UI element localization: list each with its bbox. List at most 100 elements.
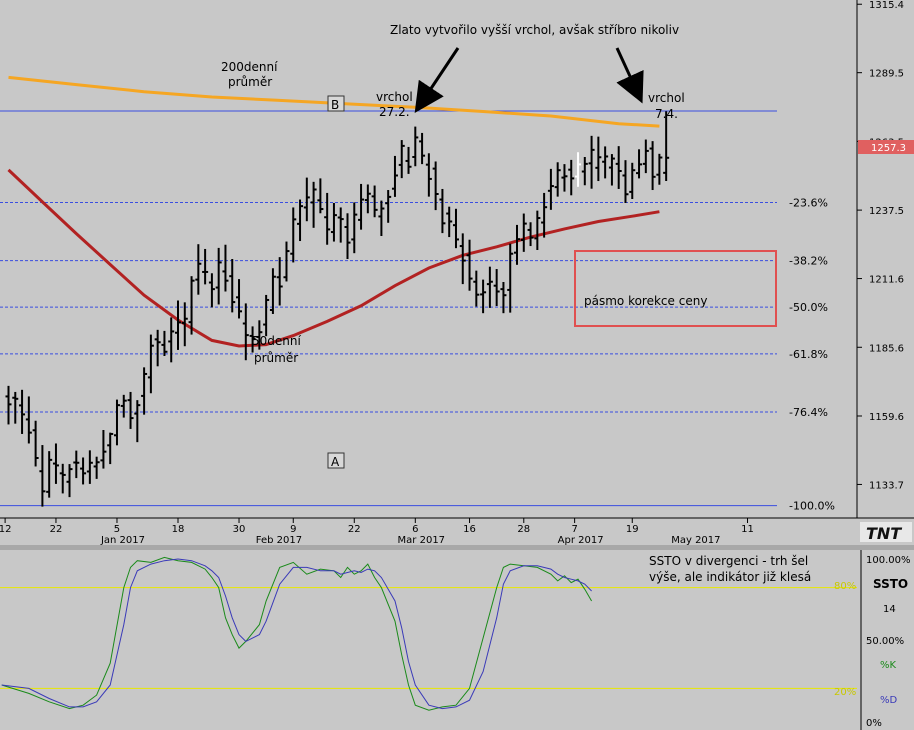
price-axis-label: 1211.6 — [869, 275, 904, 286]
price-axis-label: 1315.4 — [869, 0, 904, 11]
date-axis-month-label: Jan 2017 — [100, 535, 145, 546]
svg-text:TNT: TNT — [866, 524, 902, 543]
price-axis-label: 1185.6 — [869, 343, 904, 354]
ohlc-bar — [351, 202, 358, 254]
ohlc-bar — [120, 394, 127, 418]
ohlc-bar — [378, 200, 385, 237]
correction-zone-box — [574, 250, 777, 327]
ohlc-bar — [358, 183, 365, 230]
ohlc-bar — [236, 279, 243, 319]
ohlc-bar — [256, 320, 263, 350]
date-axis-month-label: Feb 2017 — [256, 535, 302, 546]
price-axis-label: 1289.5 — [869, 69, 904, 80]
ohlc-bar — [46, 451, 53, 498]
ohlc-bar — [452, 208, 459, 249]
ssto-band-lower-label: 20% — [834, 687, 856, 698]
ohlc-bar — [290, 207, 297, 263]
ohlc-bar — [656, 153, 663, 185]
ohlc-bar — [371, 185, 378, 218]
ohlc-bar — [622, 160, 629, 203]
ohlc-bar — [39, 445, 46, 507]
ohlc-bar — [500, 281, 507, 314]
date-axis-month-label: May 2017 — [671, 535, 720, 546]
price-axis-label: 1237.5 — [869, 206, 904, 217]
ohlc-bar — [466, 239, 473, 291]
last-price-label: 1257.3 — [871, 143, 906, 154]
fib-level-label: -76.4% — [789, 406, 828, 419]
peak-2-date: 7.4. — [655, 107, 678, 121]
ohlc-bar — [419, 132, 426, 165]
date-axis-label: 28 — [517, 524, 530, 535]
peak-1-label: vrchol — [376, 90, 413, 104]
ohlc-bar — [86, 450, 93, 484]
ssto-annotation-line1: SSTO v divergenci - trh šel — [649, 554, 808, 568]
ohlc-bar — [107, 432, 114, 465]
ohlc-bar — [202, 248, 209, 285]
ohlc-bar — [344, 213, 351, 259]
ohlc-bar — [608, 154, 615, 186]
ohlc-bar — [398, 140, 405, 179]
ohlc-bar — [642, 139, 649, 174]
ma200-line — [8, 75, 660, 128]
ohlc-bar — [439, 188, 446, 234]
fib-level-label: -23.6% — [789, 196, 828, 209]
ohlc-bar — [12, 391, 19, 424]
date-axis-label: 7 — [571, 524, 577, 535]
ma50-label-line1: 50denní — [252, 334, 301, 348]
fib-anchor-a-box — [327, 452, 345, 469]
fib-anchor-b-box — [327, 95, 345, 112]
ohlc-bar — [425, 153, 432, 197]
ohlc-bar — [154, 329, 161, 367]
ohlc-bar — [242, 303, 249, 361]
ohlc-bar — [113, 399, 120, 446]
ssto-name: SSTO — [873, 577, 908, 591]
date-axis-label: 11 — [741, 524, 754, 535]
ma200-label-line2: průměr — [228, 75, 272, 89]
ohlc-bar — [310, 181, 317, 228]
ohlc-bar — [486, 266, 493, 308]
ohlc-bar — [93, 456, 100, 479]
fib-level-label: -61.8% — [789, 348, 828, 361]
ohlc-bar — [147, 334, 154, 394]
date-axis-label: 18 — [172, 524, 185, 535]
ohlc-bar — [330, 202, 337, 242]
ohlc-bar — [181, 302, 188, 347]
ssto-axis-bottom: 0% — [866, 718, 882, 729]
price-plot-area — [0, 0, 857, 518]
ohlc-bar — [561, 164, 568, 192]
fib-anchor-a-label: A — [331, 455, 340, 469]
ohlc-bar — [507, 243, 514, 313]
ohlc-bar — [297, 199, 304, 242]
ohlc-bar — [222, 244, 229, 292]
ohlc-bar — [52, 443, 59, 484]
ohlc-bar — [649, 141, 656, 191]
ohlc-bar — [547, 168, 554, 210]
ohlc-bar — [595, 136, 602, 182]
ohlc-bar — [324, 192, 331, 245]
ohlc-bar — [175, 300, 181, 350]
ohlc-bar — [493, 269, 500, 307]
ohlc-bar — [5, 385, 12, 425]
date-axis-label: 12 — [0, 524, 11, 535]
ohlc-bar — [168, 317, 175, 363]
fib-anchor-b-label: B — [331, 98, 339, 112]
date-axis-label: 5 — [114, 524, 120, 535]
ohlc-bar — [527, 222, 534, 247]
ssto-axis-top: 100.00% — [866, 555, 911, 566]
ssto-k-line — [1, 556, 593, 711]
ohlc-bar — [602, 146, 609, 179]
ohlc-bar — [514, 224, 520, 265]
ohlc-bar — [412, 126, 419, 167]
date-axis-label: 22 — [50, 524, 63, 535]
ohlc-bar — [534, 210, 541, 251]
ohlc-bar — [100, 429, 107, 469]
peak-2-label: vrchol — [648, 91, 685, 105]
panel-separator[interactable] — [0, 545, 914, 550]
ssto-k-legend: %K — [880, 660, 897, 671]
ohlc-bar — [575, 152, 582, 187]
ohlc-bar — [663, 111, 670, 182]
ohlc-bar — [263, 294, 270, 337]
indicator-plot-area — [0, 550, 857, 730]
